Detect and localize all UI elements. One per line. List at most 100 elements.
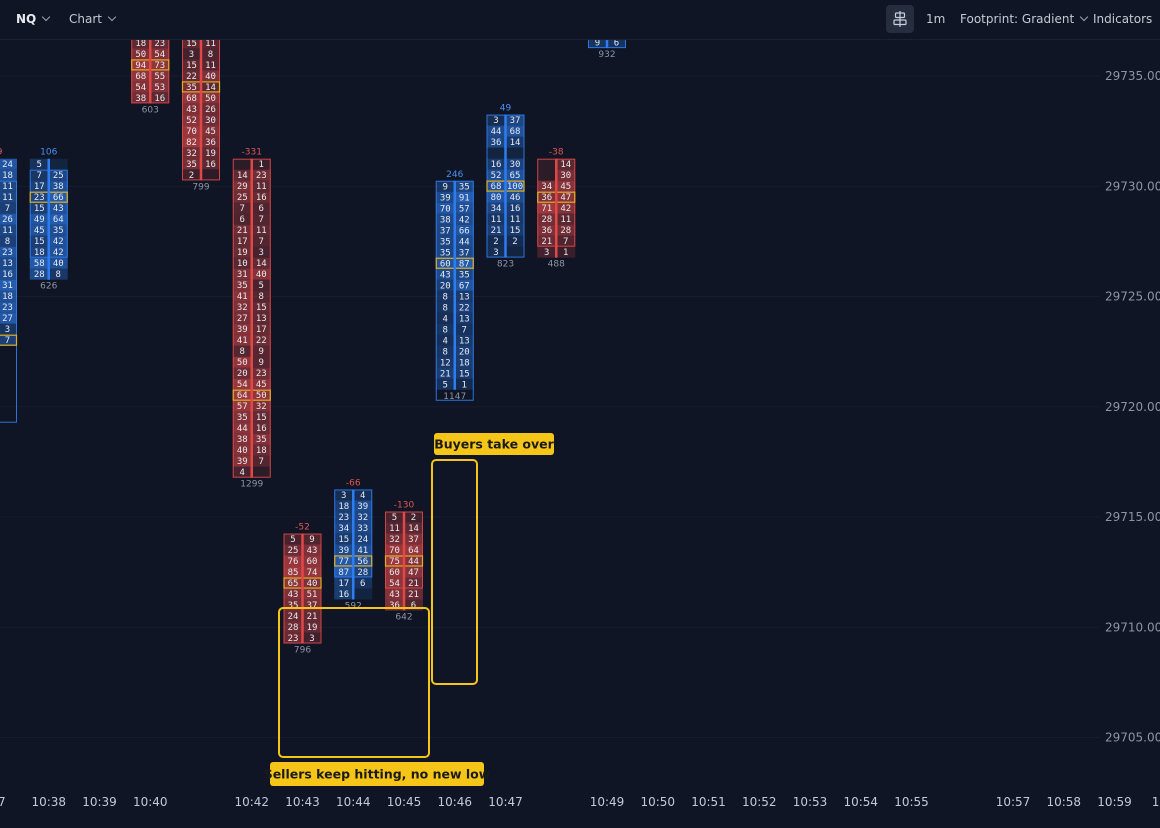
- footprint-cell: [0, 180, 17, 192]
- bid-volume: 39: [237, 457, 248, 467]
- footprint-cell: [232, 334, 252, 346]
- bid-volume: 58: [34, 259, 45, 269]
- footprint-cell: [0, 257, 17, 269]
- footprint-cell: [251, 367, 271, 379]
- footprint-cell: [302, 632, 322, 644]
- footprint-cell: [537, 235, 557, 247]
- footprint-cell: [29, 180, 49, 192]
- ask-volume: 55: [154, 72, 165, 82]
- ask-volume: 30: [510, 160, 521, 170]
- footprint-cell: [232, 257, 252, 269]
- bid-volume: 2: [189, 171, 194, 181]
- ask-volume: 33: [357, 524, 368, 534]
- bid-volume: 15: [186, 39, 197, 49]
- ask-volume: 8: [56, 270, 61, 280]
- footprint-cell: [29, 246, 49, 258]
- time-axis-label: 10:40: [133, 795, 168, 809]
- ask-volume: 13: [459, 314, 470, 324]
- footprint-cell: [435, 202, 455, 214]
- ask-volume: 1: [563, 248, 568, 258]
- bid-volume: 11: [491, 215, 502, 225]
- footprint-cell: [283, 555, 303, 567]
- footprint-cell: [182, 81, 201, 93]
- footprint-cell: [251, 444, 271, 456]
- bid-volume: 32: [237, 303, 248, 313]
- footprint-cell: [0, 268, 17, 280]
- bid-volume: 20: [440, 281, 451, 291]
- bid-volume: 80: [491, 193, 502, 203]
- footprint-cell: [404, 555, 423, 567]
- layout-button[interactable]: [886, 5, 914, 33]
- bid-volume: 36: [541, 226, 552, 236]
- ask-volume: 32: [357, 513, 368, 523]
- bid-volume: 5: [443, 380, 448, 390]
- bid-volume: 54: [135, 83, 146, 93]
- bid-volume: 65: [288, 579, 299, 589]
- footprint-cell: [334, 511, 354, 523]
- footprint-cell: [0, 334, 17, 346]
- bid-volume: 38: [237, 435, 248, 445]
- ask-volume: 87: [459, 259, 470, 269]
- volume-label: 603: [142, 105, 159, 115]
- indicators-button[interactable]: Indicators: [1093, 12, 1153, 26]
- footprint-cell: [232, 268, 252, 280]
- footprint-cell: [404, 588, 423, 600]
- ask-volume: 16: [205, 160, 216, 170]
- time-axis-label: 11:0: [1152, 795, 1160, 809]
- ask-volume: 15: [510, 226, 521, 236]
- time-axis-label: 10:42: [234, 795, 269, 809]
- footprint-cell: [435, 345, 455, 357]
- ask-volume: 14: [256, 259, 267, 269]
- bid-volume: 39: [440, 193, 451, 203]
- ask-volume: 11: [205, 61, 216, 71]
- footprint-cell: [232, 290, 252, 302]
- bid-volume: 38: [440, 215, 451, 225]
- footprint-cell: [334, 533, 354, 545]
- ask-volume: 53: [154, 83, 165, 93]
- footprint-cell: [0, 224, 17, 236]
- footprint-cell: [454, 334, 474, 346]
- bid-volume: 15: [34, 237, 45, 247]
- footprint-cell: [537, 158, 557, 170]
- volume-label: 1299: [240, 480, 263, 490]
- bid-volume: 44: [237, 424, 248, 434]
- ask-volume: 66: [459, 226, 470, 236]
- ask-volume: 41: [357, 546, 368, 556]
- chart-menu[interactable]: Chart: [69, 0, 117, 39]
- bid-volume: 36: [389, 601, 400, 611]
- ask-volume: 37: [408, 535, 419, 545]
- footprint-cell: [556, 224, 576, 236]
- ask-volume: 64: [408, 546, 419, 556]
- align-center-icon: [893, 11, 907, 27]
- symbol-selector[interactable]: NQ: [16, 0, 51, 39]
- bid-volume: 87: [338, 568, 349, 578]
- chart-style-selector[interactable]: Footprint: Gradient: [960, 0, 1089, 39]
- footprint-cell: [404, 522, 423, 534]
- ask-volume: 91: [459, 193, 470, 203]
- footprint-cell: [385, 566, 404, 578]
- ask-volume: 30: [205, 116, 216, 126]
- footprint-cell: [283, 632, 303, 644]
- footprint-cell: [454, 213, 474, 225]
- footprint-cell: [201, 114, 220, 126]
- chevron-down-icon: [42, 12, 51, 22]
- bid-volume: 75: [389, 557, 400, 567]
- bid-volume: 43: [389, 590, 400, 600]
- ask-volume: 32: [256, 402, 267, 412]
- footprint-cell: [131, 70, 151, 82]
- timeframe-selector[interactable]: 1m: [926, 12, 946, 26]
- footprint-cell: [385, 544, 404, 556]
- footprint-cell: [232, 378, 252, 390]
- footprint-cell: [334, 522, 354, 534]
- bid-volume: 38: [135, 94, 146, 104]
- bid-volume: 34: [491, 204, 502, 214]
- footprint-cell: [0, 312, 17, 324]
- bid-volume: 34: [541, 182, 552, 192]
- footprint-cell: [251, 158, 271, 170]
- footprint-cell: [131, 37, 151, 49]
- bid-volume: 23: [288, 634, 299, 644]
- bid-volume: 43: [186, 105, 197, 115]
- footprint-cell: [29, 224, 49, 236]
- ask-volume: 19: [205, 149, 216, 159]
